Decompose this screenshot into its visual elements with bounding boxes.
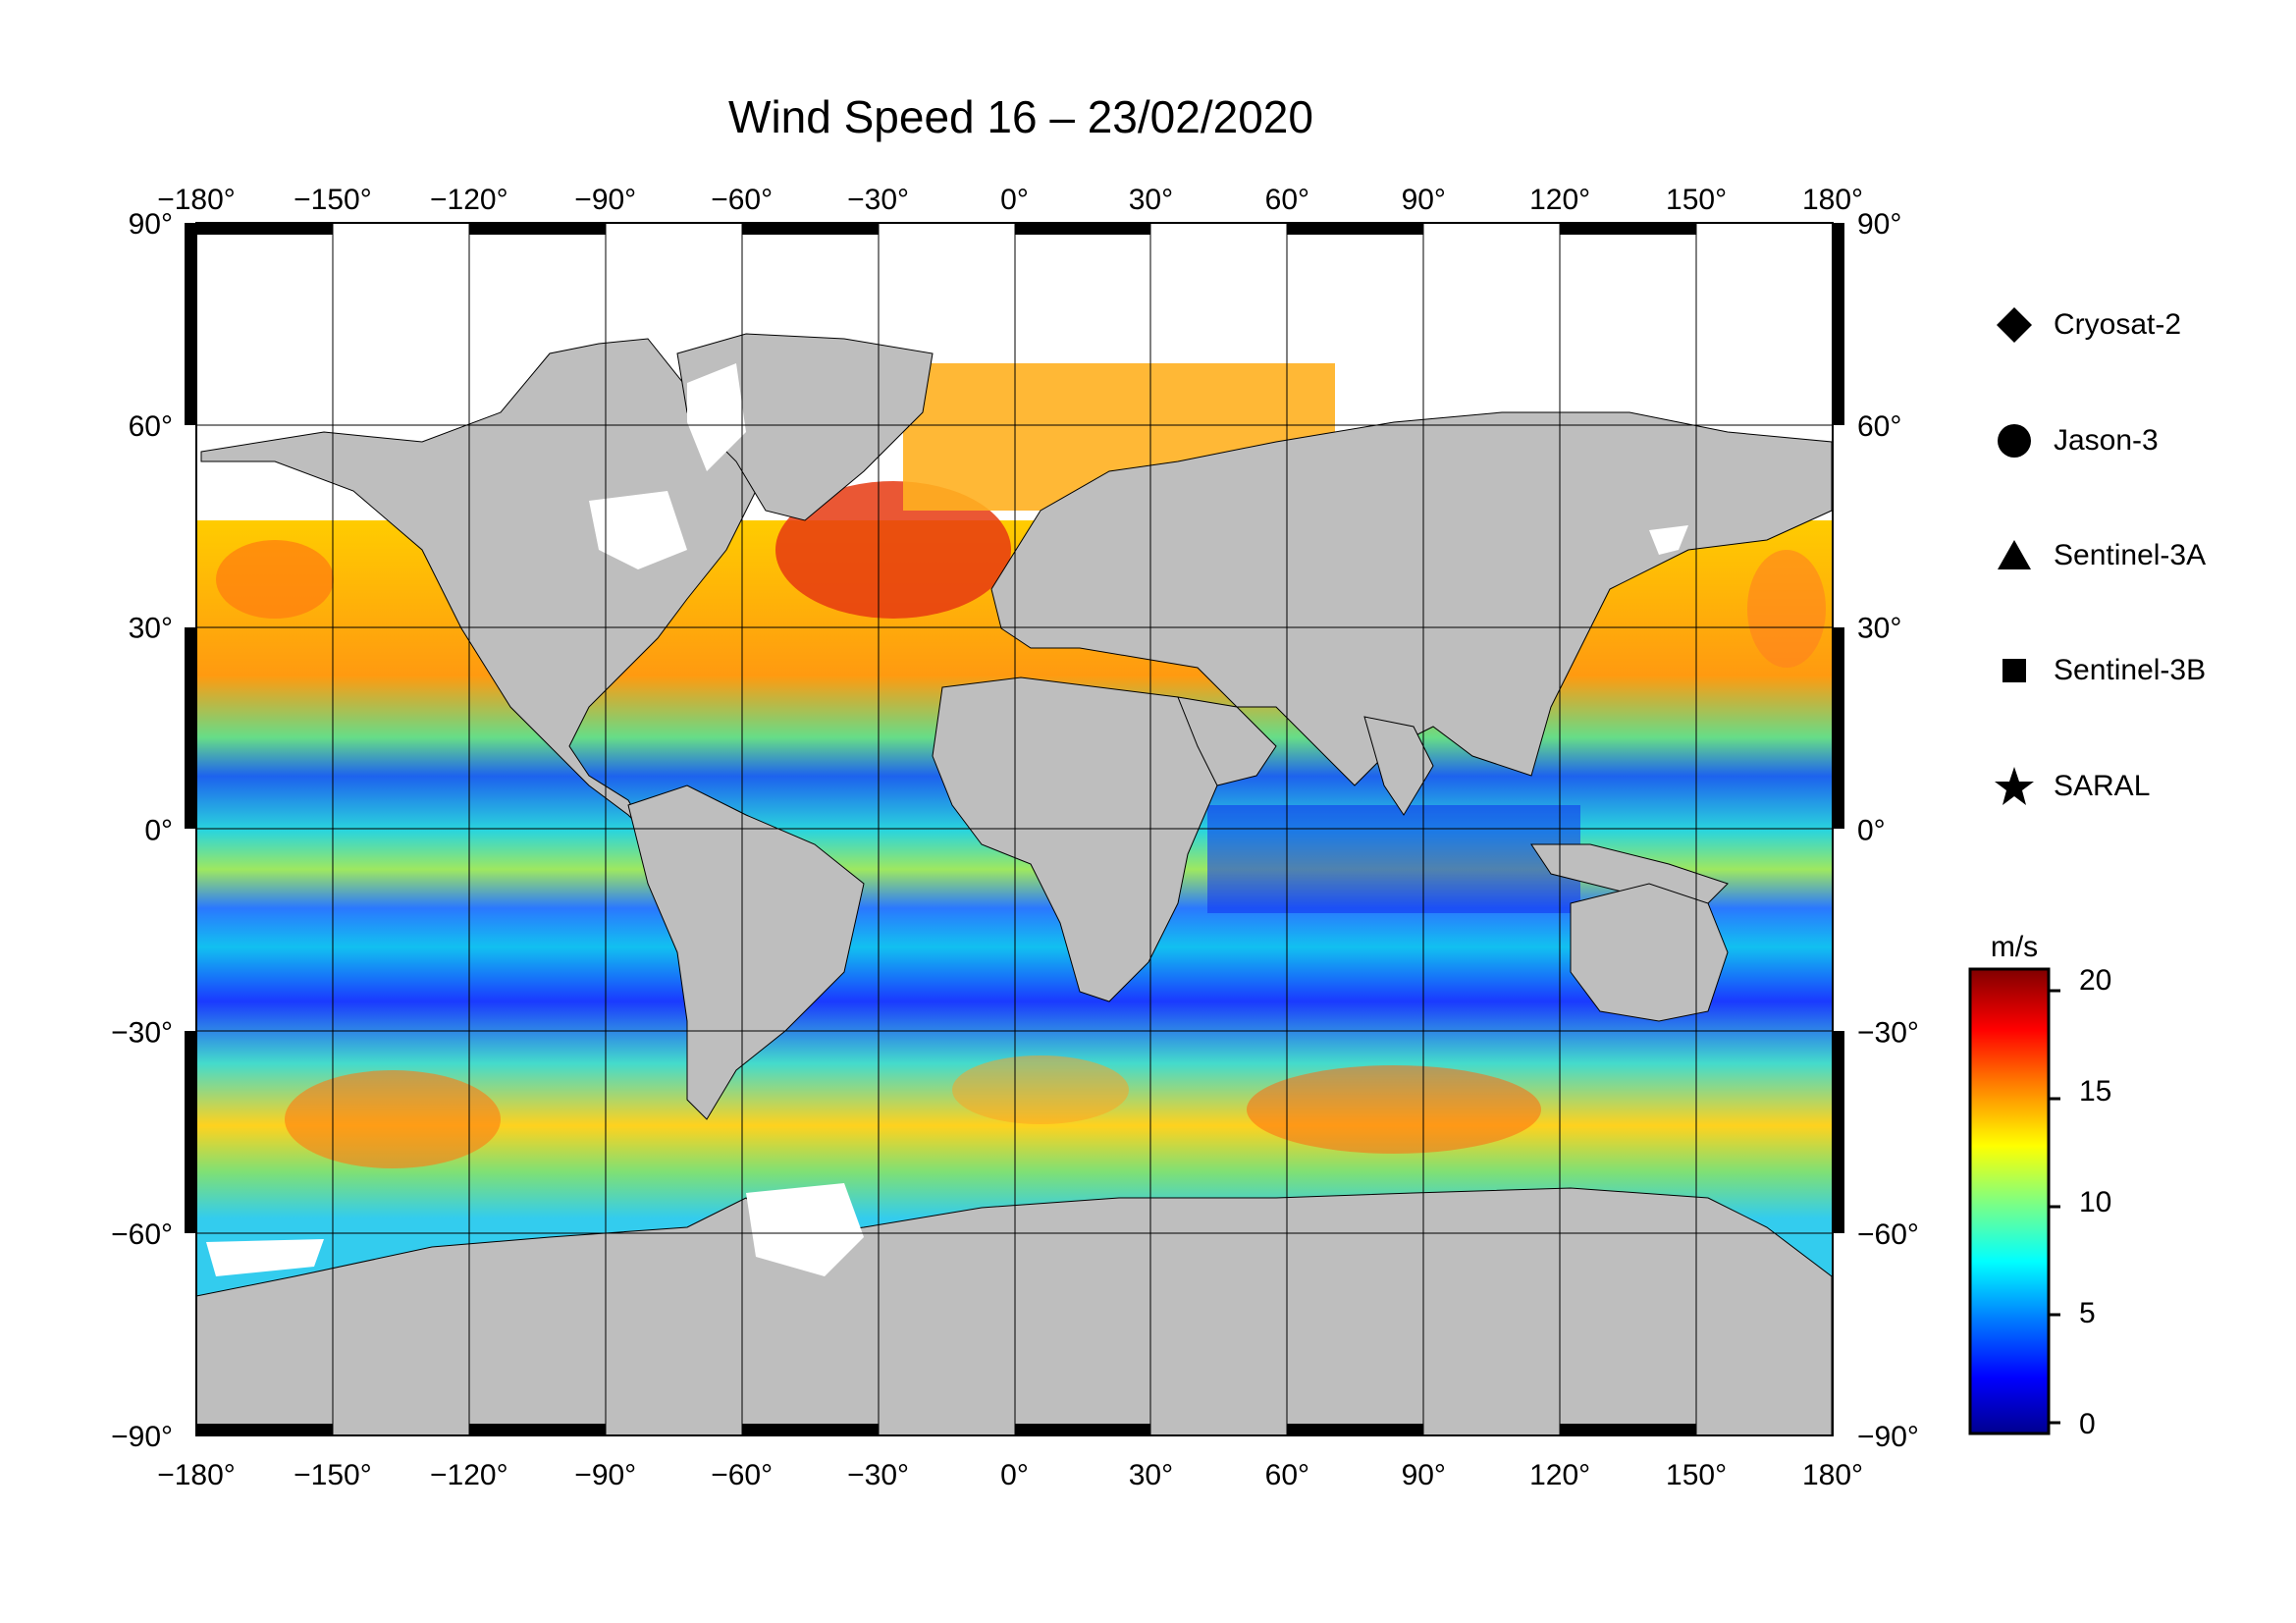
diamond-icon — [1993, 303, 2036, 347]
lon-tick-label-bottom: 150° — [1666, 1459, 1727, 1491]
lat-tick-label-right: 0° — [1857, 815, 1886, 847]
lon-tick-label-bottom: −180° — [157, 1459, 236, 1491]
star-icon — [1993, 765, 2036, 808]
legend-item-saral: SARAL — [1993, 762, 2150, 811]
circle-icon — [1993, 419, 2036, 462]
colorbar-tick-marks — [2049, 989, 2060, 1425]
lat-tick-label-left: 0° — [144, 815, 173, 847]
lon-tick-label-top: 180° — [1802, 184, 1863, 216]
land-south-america — [627, 784, 865, 1120]
lon-tick-label-top: −90° — [574, 184, 636, 216]
colorbar-unit: m/s — [1990, 931, 2039, 963]
lat-tick-label-left: 30° — [129, 613, 173, 645]
lon-tick-label-bottom: 120° — [1529, 1459, 1590, 1491]
map-layers — [196, 223, 1833, 1435]
legend-item-cryosat-2: Cryosat-2 — [1993, 300, 2181, 350]
lon-tick-label-top: −120° — [430, 184, 508, 216]
colorbar-scale — [1968, 967, 2051, 1435]
lon-tick-label-bottom: 180° — [1802, 1459, 1863, 1491]
legend-item-sentinel-3b: Sentinel-3B — [1993, 646, 2206, 695]
lat-tick-label-right: 30° — [1857, 613, 1901, 645]
colorbar — [1968, 967, 2060, 1435]
lat-tick-label-right: −30° — [1857, 1016, 1919, 1049]
legend-item-sentinel-3a: Sentinel-3A — [1993, 531, 2206, 580]
lat-tick-label-left: 90° — [129, 208, 173, 241]
ice-areas — [206, 363, 1688, 1276]
legend-label: Sentinel-3B — [2054, 654, 2207, 686]
colorbar-tick-label: 0 — [2079, 1408, 2096, 1440]
lon-tick-label-bottom: 30° — [1129, 1459, 1173, 1491]
land-sea-islands — [1530, 843, 1729, 904]
north-atlantic-high-wind — [775, 481, 1011, 619]
legend-label: Jason-3 — [2054, 424, 2159, 457]
lat-tick-label-left: −30° — [111, 1016, 173, 1049]
lon-tick-label-top: 60° — [1265, 184, 1309, 216]
ice-weddell-sea — [746, 1183, 864, 1276]
lon-tick-label-bottom: −30° — [847, 1459, 909, 1491]
ice-okhotsk — [1649, 525, 1688, 555]
north-pacific-high-wind — [216, 540, 334, 619]
tick-labels: −180° −180° −150° −150° −120° −120° −90° −90° −6… — [111, 184, 1919, 1491]
land-africa — [932, 676, 1228, 1002]
indian-ocean-calm — [1207, 805, 1580, 913]
lon-tick-label-top: −150° — [294, 184, 372, 216]
southern-ocean-high-wind-3 — [952, 1055, 1129, 1124]
southern-ocean-high-wind-1 — [285, 1070, 501, 1168]
lon-tick-label-top: 150° — [1666, 184, 1727, 216]
colorbar-tick-label: 15 — [2079, 1075, 2112, 1108]
ice-greenland-interior — [687, 363, 746, 471]
lat-tick-label-right: −90° — [1857, 1421, 1919, 1453]
lon-tick-label-bottom: 0° — [1000, 1459, 1029, 1491]
land-australia — [1570, 883, 1729, 1022]
legend-label: SARAL — [2054, 770, 2151, 802]
square-icon — [1993, 649, 2036, 692]
lon-tick-label-top: 120° — [1529, 184, 1590, 216]
lon-tick-label-top: 0° — [1000, 184, 1029, 216]
map-frame — [185, 222, 1844, 1436]
colorbar-tick-label: 20 — [2079, 964, 2112, 997]
graticule — [196, 223, 1833, 1435]
ice-hudson-bay — [589, 491, 687, 569]
land-north-america — [200, 338, 757, 836]
lon-tick-label-bottom: −120° — [430, 1459, 508, 1491]
north-pacific-east-high-wind — [1747, 550, 1826, 668]
lat-tick-label-left: −60° — [111, 1218, 173, 1251]
map-title: Wind Speed 16 – 23/02/2020 — [728, 91, 1313, 142]
colorbar-tick-label: 5 — [2079, 1297, 2096, 1329]
lat-tick-label-left: 60° — [129, 410, 173, 443]
ice-ross-sea — [206, 1239, 324, 1276]
lat-tick-label-right: −60° — [1857, 1218, 1919, 1251]
lon-tick-label-top: −30° — [847, 184, 909, 216]
lon-tick-label-bottom: −60° — [711, 1459, 773, 1491]
lat-tick-label-right: 90° — [1857, 208, 1901, 241]
legend-label: Sentinel-3A — [2054, 539, 2207, 571]
southern-ocean-high-wind-2 — [1247, 1065, 1541, 1154]
lon-tick-label-top: −60° — [711, 184, 773, 216]
triangle-icon — [1993, 534, 2036, 577]
lat-tick-label-right: 60° — [1857, 410, 1901, 443]
legend-label: Cryosat-2 — [2054, 308, 2182, 341]
lon-tick-label-top: 90° — [1402, 184, 1446, 216]
lon-tick-label-bottom: −150° — [294, 1459, 372, 1491]
lon-tick-label-bottom: 60° — [1265, 1459, 1309, 1491]
colorbar-tick-label: 10 — [2079, 1186, 2112, 1218]
lon-tick-label-bottom: −90° — [574, 1459, 636, 1491]
land-arabia — [1177, 696, 1277, 786]
lat-tick-label-left: −90° — [111, 1421, 173, 1453]
land-india — [1363, 716, 1434, 816]
lon-tick-label-top: 30° — [1129, 184, 1173, 216]
lon-tick-label-bottom: 90° — [1402, 1459, 1446, 1491]
lon-tick-label-top: −180° — [157, 184, 236, 216]
legend-item-jason-3: Jason-3 — [1993, 416, 2159, 465]
